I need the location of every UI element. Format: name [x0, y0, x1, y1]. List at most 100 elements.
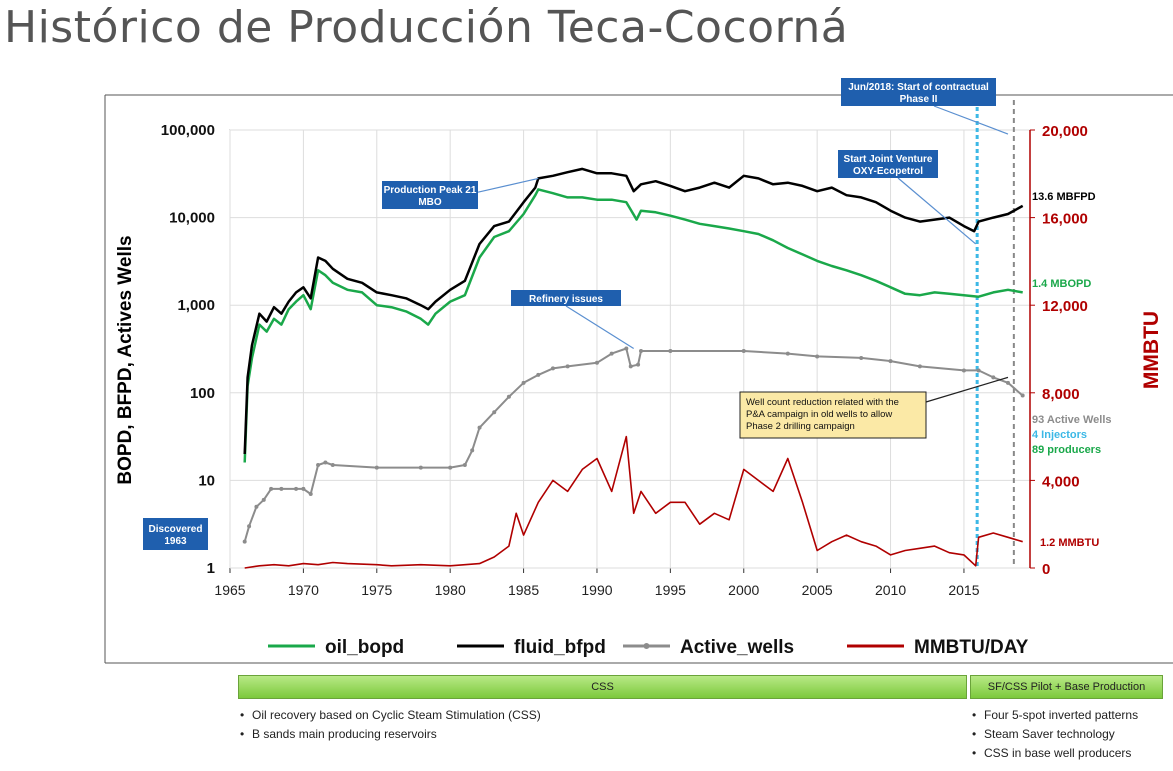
- active-wells-point: [261, 497, 266, 502]
- active-wells-point: [917, 364, 922, 369]
- annotation-refinery: Refinery issues: [511, 290, 634, 350]
- css-bullet-1: Oil recovery based on Cyclic Steam Stimu…: [240, 706, 541, 725]
- y2-tick-label: 8,000: [1042, 386, 1080, 403]
- active-wells-point: [279, 486, 284, 491]
- active-wells-point: [636, 362, 641, 367]
- active-wells-point: [301, 486, 306, 491]
- annotation-text: OXY-Ecopetrol: [853, 166, 923, 177]
- end-label-wells: 93 Active Wells: [1032, 414, 1112, 426]
- active-wells-point: [477, 425, 482, 430]
- annotation-text: Phase II: [900, 94, 938, 105]
- active-wells-point: [628, 364, 633, 369]
- y-tick-label: 1,000: [177, 297, 215, 314]
- y-tick-label: 100: [190, 385, 215, 402]
- active-wells-point: [254, 504, 259, 509]
- active-wells-point: [565, 364, 570, 369]
- active-wells-point: [462, 462, 467, 467]
- annotation-leader: [477, 177, 539, 193]
- active-wells-point: [815, 354, 820, 359]
- active-wells-point: [492, 410, 497, 415]
- active-wells-point: [859, 355, 864, 360]
- active-wells-point: [976, 368, 981, 373]
- active-wells-point: [624, 346, 629, 351]
- active-wells-point: [888, 359, 893, 364]
- legend-marker: [643, 643, 650, 649]
- active-wells-point: [294, 486, 299, 491]
- annotation-box: [838, 150, 938, 178]
- annotation-text: P&A campaign in old wells to allow: [746, 409, 892, 420]
- mmbtu-day-line: [244, 435, 1023, 569]
- fluid-bfpd-line: [243, 167, 1024, 455]
- annotation-text: Refinery issues: [529, 294, 603, 305]
- active-wells-point: [323, 460, 328, 465]
- annotation-text: Jun/2018: Start of contractual: [848, 82, 989, 93]
- legend-item: fluid_bfpd: [457, 637, 606, 658]
- annotation-box: [143, 518, 208, 550]
- active-wells-point: [785, 351, 790, 356]
- y-tick-label: 100,000: [161, 122, 215, 139]
- active-wells-point: [247, 524, 252, 529]
- x-tick-label: 1970: [288, 582, 319, 598]
- annotation-box: [511, 290, 621, 306]
- active-wells-point: [639, 349, 644, 354]
- sf-bullet-1: Four 5-spot inverted patterns: [972, 706, 1138, 725]
- active-wells-point: [536, 372, 541, 377]
- x-tick-label: 1995: [655, 582, 686, 598]
- active-wells-point: [374, 465, 379, 470]
- legend-item: Active_wells: [623, 637, 794, 658]
- annotation-leader: [933, 105, 1009, 135]
- active-wells-point: [330, 462, 335, 467]
- annotation-text: 1963: [164, 536, 187, 547]
- y2-tick-label: 20,000: [1042, 123, 1088, 140]
- active-wells-point: [470, 448, 475, 453]
- active-wells-point: [991, 375, 996, 380]
- x-tick-label: 1985: [508, 582, 539, 598]
- annotation-leader: [925, 376, 1009, 403]
- end-label-oil: 1.4 MBOPD: [1032, 278, 1091, 290]
- x-tick-label: 1965: [214, 582, 245, 598]
- active-wells-point: [308, 491, 313, 496]
- y2-tick-label: 16,000: [1042, 211, 1088, 228]
- active-wells-point: [961, 368, 966, 373]
- phase-css-bullets: Oil recovery based on Cyclic Steam Stimu…: [240, 706, 541, 744]
- end-label-prod: 89 producers: [1032, 444, 1101, 456]
- annotation-text: Well count reduction related with the: [746, 397, 899, 408]
- x-tick-label: 2010: [875, 582, 906, 598]
- x-tick-label: 1980: [435, 582, 466, 598]
- sf-bullet-2: Steam Saver technology: [972, 725, 1138, 744]
- annotation-leader: [897, 177, 977, 245]
- y-tick-label: 10: [198, 472, 215, 489]
- legend-label: Active_wells: [680, 637, 794, 658]
- y-axis-title: BOPD, BFPD, Actives Wells: [115, 235, 136, 484]
- annotation-text: Start Joint Venture: [844, 154, 933, 165]
- active-wells-point: [242, 539, 247, 544]
- phase-sf-bar: SF/CSS Pilot + Base Production: [970, 675, 1163, 699]
- active-wells-point: [609, 351, 614, 356]
- plot-area: [229, 129, 1031, 569]
- active-wells-point: [741, 349, 746, 354]
- y2-tick-label: 12,000: [1042, 298, 1088, 315]
- y2-tick-label: 4,000: [1042, 473, 1080, 490]
- end-label-fluid: 13.6 MBFPD: [1032, 191, 1096, 203]
- page-title: Histórico de Producción Teca-Cocorná: [4, 2, 849, 53]
- y2-axis-title: MMBTU: [1140, 311, 1163, 389]
- active-wells-point: [448, 465, 453, 470]
- annotation-wellcount: Well count reduction related with theP&A…: [739, 376, 1009, 439]
- annotation-leader: [565, 305, 634, 350]
- phase-sf-bullets: Four 5-spot inverted patterns Steam Save…: [972, 706, 1138, 763]
- x-tick-label: 1990: [581, 582, 612, 598]
- active-wells-point: [1020, 393, 1025, 398]
- annotation-text: Phase 2 drilling campaign: [746, 421, 855, 432]
- annotation-box: [841, 78, 996, 106]
- active-wells-point: [668, 349, 673, 354]
- active-wells-point: [316, 462, 321, 467]
- oil-bopd-line: [243, 188, 1023, 463]
- legend-label: fluid_bfpd: [514, 637, 606, 658]
- phase-css-bar: CSS: [238, 675, 967, 699]
- x-tick-label: 2015: [948, 582, 979, 598]
